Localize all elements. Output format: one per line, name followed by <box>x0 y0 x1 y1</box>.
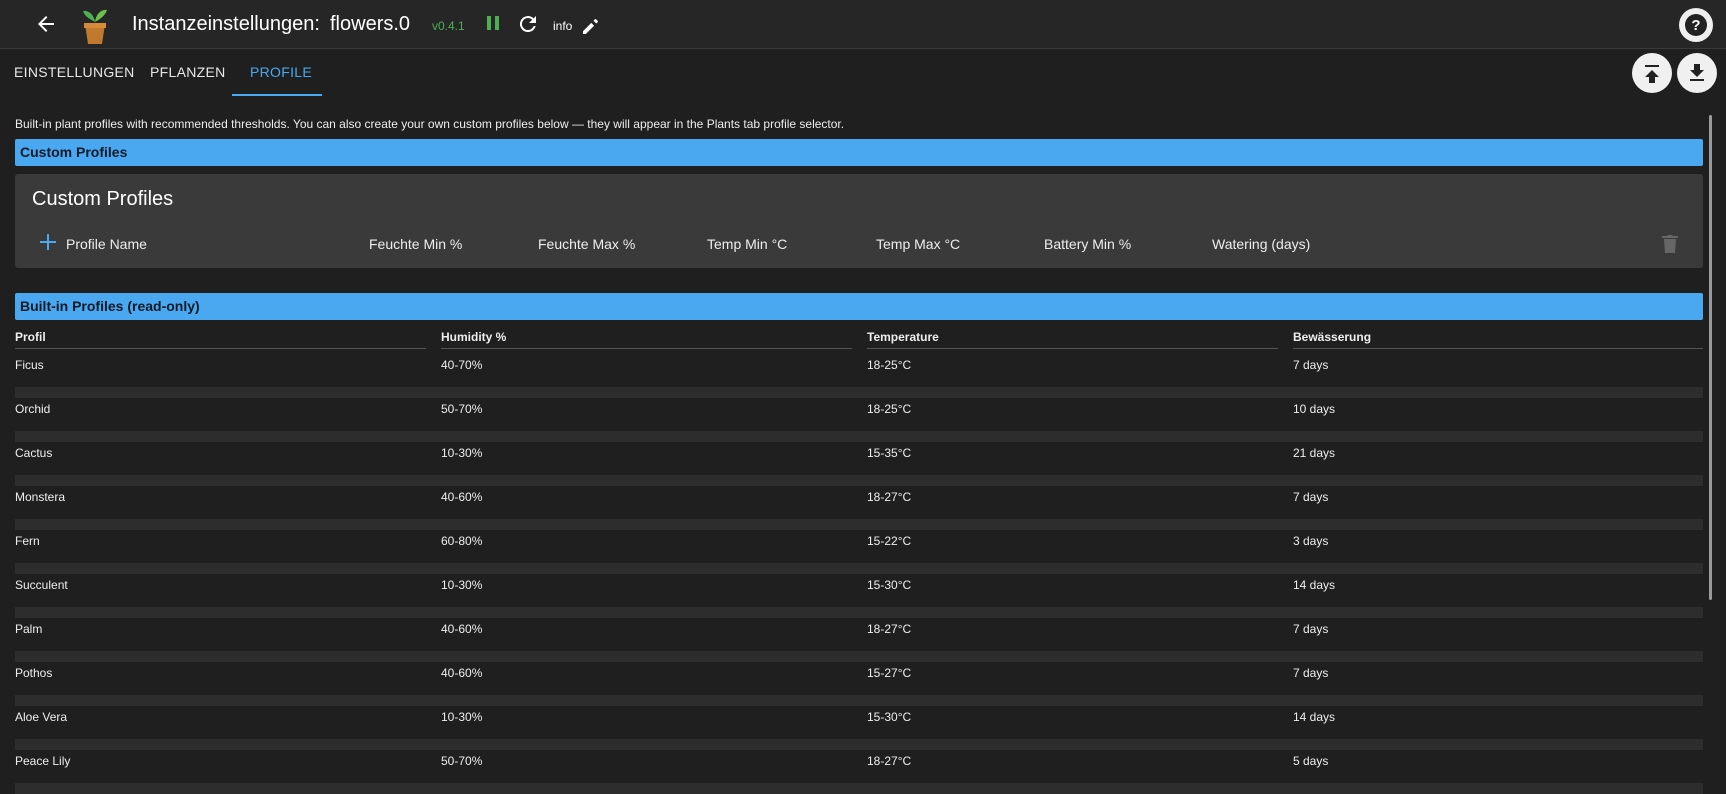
pause-button[interactable] <box>484 14 502 32</box>
table-cell: 40-60% <box>441 622 483 636</box>
table-cell: 18-25°C <box>867 402 912 416</box>
table-cell: 10 days <box>1293 402 1336 416</box>
row-divider <box>15 607 1703 618</box>
table-cell: 18-27°C <box>867 754 912 768</box>
table-cell: Aloe Vera <box>15 710 68 724</box>
table-cell: 7 days <box>1293 666 1329 680</box>
table-cell: 7 days <box>1293 358 1329 372</box>
table-header: Humidity % <box>441 330 507 344</box>
table-header: Profil <box>15 330 46 344</box>
instance-name: flowers.0 <box>330 13 411 35</box>
title: Instanzeinstellungen: <box>132 13 320 35</box>
table-cell: 21 days <box>1293 446 1336 460</box>
table-cell: 50-70% <box>441 402 483 416</box>
reload-button[interactable] <box>516 12 538 34</box>
scrollbar <box>1709 115 1712 600</box>
table-cell: 40-70% <box>441 358 483 372</box>
row-divider <box>15 651 1703 662</box>
table-cell: 10-30% <box>441 446 483 460</box>
back-button[interactable] <box>34 12 58 36</box>
upload-button[interactable] <box>1632 53 1672 93</box>
table-cell: 7 days <box>1293 490 1329 504</box>
info-label: info <box>553 19 573 33</box>
table-cell: Succulent <box>15 578 68 592</box>
section-heading: Custom Profiles <box>15 139 1703 166</box>
tab-active[interactable]: PROFILE <box>250 64 313 80</box>
tab[interactable]: EINSTELLUNGEN <box>14 64 135 80</box>
table-cell: 3 days <box>1293 534 1329 548</box>
table-cell: Palm <box>15 622 43 636</box>
row-divider <box>15 695 1703 706</box>
row-divider <box>15 431 1703 442</box>
table-cell: 15-30°C <box>867 578 912 592</box>
table-cell: Pothos <box>15 666 53 680</box>
table-cell: 10-30% <box>441 710 483 724</box>
table-cell: 40-60% <box>441 490 483 504</box>
top-bar: Instanzeinstellungen: flowers.0 v0.4.1 i… <box>0 0 1726 49</box>
header-underline <box>1293 348 1703 349</box>
app-icon <box>83 9 107 44</box>
column-header: Feuchte Min % <box>369 236 463 252</box>
version: v0.4.1 <box>432 19 465 33</box>
table-cell: Monstera <box>15 490 66 504</box>
table-cell: 7 days <box>1293 622 1329 636</box>
add-button[interactable] <box>40 234 56 250</box>
row-divider <box>15 783 1703 794</box>
table-cell: 18-27°C <box>867 622 912 636</box>
column-header: Feuchte Max % <box>538 236 636 252</box>
table-cell: 10-30% <box>441 578 483 592</box>
card-title: Custom Profiles <box>32 188 174 210</box>
column-header: Battery Min % <box>1044 236 1132 252</box>
column-header: Temp Min °C <box>707 236 788 252</box>
description: Built-in plant profiles with recommended… <box>15 117 845 131</box>
table-cell: 18-27°C <box>867 490 912 504</box>
table-cell: 40-60% <box>441 666 483 680</box>
column-header: Profile Name <box>66 236 147 252</box>
table-cell: Peace Lily <box>15 754 71 768</box>
header-underline <box>441 348 852 349</box>
table-cell: 5 days <box>1293 754 1329 768</box>
table-cell: 15-27°C <box>867 666 912 680</box>
table-cell: 14 days <box>1293 578 1336 592</box>
table-cell: 50-70% <box>441 754 483 768</box>
row-divider <box>15 475 1703 486</box>
row-divider <box>15 563 1703 574</box>
table-cell: 60-80% <box>441 534 483 548</box>
table-header: Bewässerung <box>1293 330 1372 344</box>
table-cell: 15-35°C <box>867 446 912 460</box>
row-divider <box>15 739 1703 750</box>
column-header: Watering (days) <box>1212 236 1311 252</box>
table-cell: Cactus <box>15 446 53 460</box>
download-button[interactable] <box>1677 53 1717 93</box>
row-divider <box>15 519 1703 530</box>
table-cell: 15-22°C <box>867 534 912 548</box>
header-underline <box>867 348 1278 349</box>
tab-indicator <box>232 94 322 96</box>
svg-text:?: ? <box>1691 17 1700 34</box>
tab[interactable]: PFLANZEN <box>150 64 226 80</box>
row-divider <box>15 387 1703 398</box>
table-cell: Fern <box>15 534 40 548</box>
help-button[interactable]: ? <box>1678 7 1714 43</box>
custom-card: Custom Profiles Profile Name Feuchte Min … <box>15 174 1703 268</box>
header-underline <box>15 348 426 349</box>
table-cell: 15-30°C <box>867 710 912 724</box>
table-header: Temperature <box>867 330 939 344</box>
table-cell: 14 days <box>1293 710 1336 724</box>
section-heading: Built-in Profiles (read-only) <box>15 293 1703 320</box>
table-cell: 18-25°C <box>867 358 912 372</box>
delete-button[interactable] <box>1661 234 1679 254</box>
column-header: Temp Max °C <box>876 236 961 252</box>
table-cell: Orchid <box>15 402 51 416</box>
table-cell: Ficus <box>15 358 44 372</box>
edit-button[interactable] <box>580 14 600 34</box>
